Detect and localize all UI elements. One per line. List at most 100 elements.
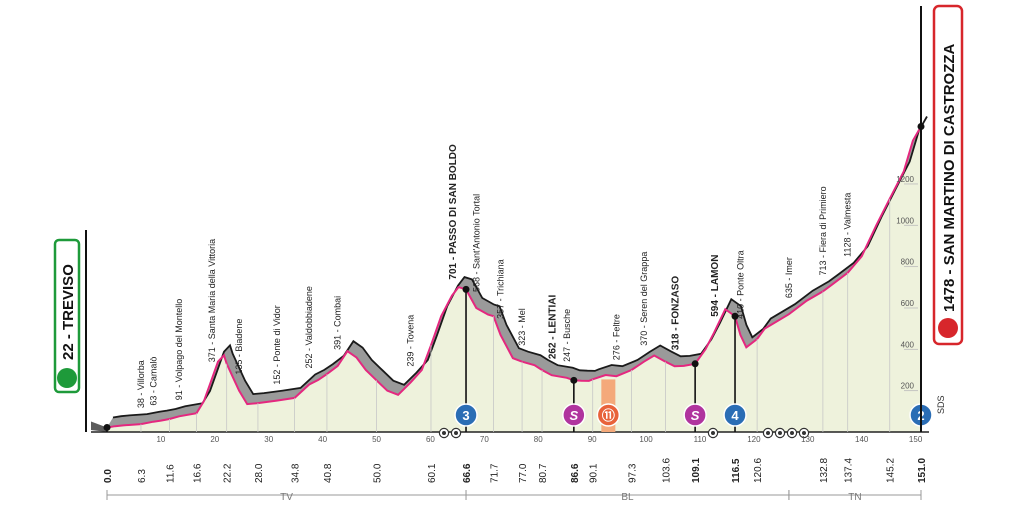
km-tick-label: 86.6 <box>570 463 581 483</box>
place-label: 252 - Valdobbiadene <box>304 286 314 368</box>
km-tick-label: 120.6 <box>753 458 764 483</box>
scale-tick-label: 60 <box>426 435 435 444</box>
start-finish: 22 - TREVISO 1478 - SAN MARTINO DI CASTRO… <box>53 4 964 432</box>
km-tick-label: 34.8 <box>291 463 302 483</box>
km-tick-label: 6.3 <box>137 469 148 483</box>
scale-tick-label: 10 <box>156 435 165 444</box>
road-icon-dot <box>802 431 806 435</box>
distance-axis: 10 20 30 40 50 60 70 80 90 100 110 120 130 140 150 0.0 6… <box>103 435 928 483</box>
road-icon-dot <box>766 431 770 435</box>
km-tick-label: 137.4 <box>844 458 855 483</box>
place-label: 635 - Imer <box>784 257 794 298</box>
waypoint-dot <box>103 423 111 431</box>
place-label: 262 - LENTIAI <box>548 294 559 359</box>
altitude-label: 1200 <box>896 175 914 184</box>
km-tick-label: 66.6 <box>462 463 473 483</box>
scale-tick-label: 50 <box>372 435 381 444</box>
scale-tick-label: 110 <box>694 435 707 444</box>
waypoint-dot <box>570 376 578 384</box>
waypoint-dot <box>462 285 470 293</box>
place-labels: 38 - Villorba 63 - Camalò 91 - Volpago del… <box>136 144 853 408</box>
km-tick-label: 60.1 <box>427 463 438 483</box>
km-tick-label: 16.6 <box>192 463 203 483</box>
place-label: 371 - Santa Maria della Vittoria <box>207 239 217 362</box>
scale-tick-label: 90 <box>588 435 597 444</box>
km-tick-label: 28.0 <box>254 463 265 483</box>
region-label: TN <box>848 492 861 503</box>
scale-tick-label: 20 <box>210 435 219 444</box>
scale-tick-label: 30 <box>264 435 273 444</box>
scale-tick-label: 120 <box>747 435 761 444</box>
km-tick-label: 80.7 <box>538 463 549 483</box>
sds-label: SDS <box>936 395 946 414</box>
route-markers: 3S⑪S42SDS <box>103 122 946 439</box>
start-bike-icon <box>57 368 77 388</box>
place-label: 63 - Camalò <box>148 357 158 406</box>
sprint-marker-label: S <box>691 408 700 423</box>
region-label: TV <box>280 492 293 503</box>
scale-tick-label: 130 <box>801 435 815 444</box>
profile-upper-edge <box>112 116 928 419</box>
finish-bike-icon <box>938 318 958 338</box>
place-label: 152 - Ponte di Vidor <box>272 305 282 384</box>
km-tick-label: 50.0 <box>373 463 384 483</box>
road-line <box>106 126 922 429</box>
finish-box <box>932 4 964 346</box>
profile-left-side <box>91 421 107 432</box>
km-tick-label: 116.5 <box>731 458 742 483</box>
km-tick-label: 145.2 <box>886 458 897 483</box>
place-label: 239 - Tovena <box>405 315 415 367</box>
start-label: 22 - TREVISO <box>60 264 77 360</box>
km-tick-label: 97.3 <box>628 463 639 483</box>
altitude-label: 1000 <box>896 216 914 225</box>
altitude-axis: 200 400 600 800 1000 1200 <box>896 175 918 392</box>
place-label: 318 - FONZASO <box>671 276 682 351</box>
profile-front-face <box>107 126 921 432</box>
place-label: 276 - Feltre <box>611 314 621 360</box>
km-tick-label: 40.8 <box>323 463 334 483</box>
kom-marker-label: 3 <box>462 408 469 423</box>
altitude-label: 400 <box>901 340 915 349</box>
place-label: 370 - Seren del Grappa <box>639 252 649 346</box>
place-label: 713 - Fiera di Primiero <box>818 186 828 275</box>
scale-tick-label: 100 <box>639 435 653 444</box>
place-label: 701 - PASSO DI SAN BOLDO <box>448 144 459 280</box>
scale-tick-label: 70 <box>480 435 489 444</box>
place-label: 594 - LAMON <box>710 255 721 317</box>
sprint-marker-label: S <box>570 408 579 423</box>
road-icon-dot <box>711 431 715 435</box>
km-tick-label: 0.0 <box>103 469 114 483</box>
road-icon-dot <box>454 431 458 435</box>
km-tick-label: 109.1 <box>691 458 702 483</box>
place-label: 357 - Trichiana <box>496 259 506 319</box>
km-tick-label: 103.6 <box>661 458 672 483</box>
place-label: 391 - Combai <box>333 296 343 350</box>
km-tick-label: 151.0 <box>917 458 928 483</box>
feed-marker <box>596 403 621 427</box>
place-label: 1128 - Valmesta <box>843 193 853 257</box>
kom-marker <box>454 403 478 427</box>
scale-tick-label: 150 <box>909 435 923 444</box>
km-tick-label: 90.1 <box>589 463 600 483</box>
altitude-label: 600 <box>901 299 915 308</box>
sprint-marker <box>683 403 707 427</box>
kom-marker-label: 4 <box>731 408 739 423</box>
km-tick-label: 22.2 <box>223 463 234 483</box>
kom-marker <box>723 403 747 427</box>
km-tick-label: 132.8 <box>819 458 830 483</box>
place-label: 410 - Ponte Oltra <box>735 250 745 319</box>
altitude-label: 800 <box>901 258 915 267</box>
scale-tick-label: 80 <box>534 435 543 444</box>
road-icon-dot <box>778 431 782 435</box>
km-tick-label: 71.7 <box>490 463 501 483</box>
place-label: 135 - Biadene <box>234 319 244 375</box>
sprint-marker <box>562 403 586 427</box>
region-label: BL <box>621 492 634 503</box>
region-bands: TV BL TN <box>106 490 922 503</box>
km-tick-label: 11.6 <box>166 464 177 483</box>
km-tick-label: 77.0 <box>518 463 529 483</box>
waypoint-dot <box>731 312 739 320</box>
feed-marker-label: ⑪ <box>602 408 615 423</box>
scale-tick-label: 40 <box>318 435 327 444</box>
